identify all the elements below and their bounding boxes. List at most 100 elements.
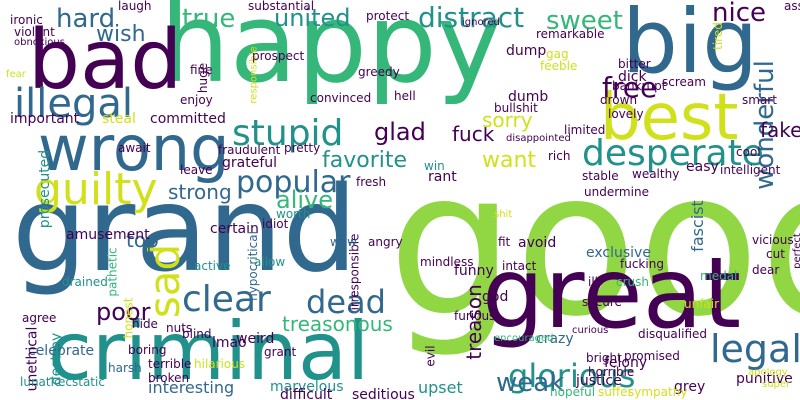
word-treasonous: treasonous xyxy=(282,312,393,336)
word-mindless: mindless xyxy=(420,255,474,269)
word-bullshit: bullshit xyxy=(494,101,538,115)
word-bad: bad xyxy=(28,13,183,108)
word-smart: smart xyxy=(742,93,777,107)
word-fraudulent: fraudulent xyxy=(218,143,281,157)
word-sorry: sorry xyxy=(482,108,533,132)
word-avoid: avoid xyxy=(518,235,557,251)
word-ironic: ironic xyxy=(10,13,43,27)
word-ass: ass xyxy=(784,0,800,13)
word-marvelous: marvelous xyxy=(270,379,344,395)
word-favorite: favorite xyxy=(322,148,408,173)
word-perfect: perfect xyxy=(791,233,800,269)
word-violent: violent xyxy=(14,25,55,39)
word-gag: gag xyxy=(546,47,569,61)
word-poor: poor xyxy=(96,298,151,326)
word-good: good xyxy=(388,128,800,361)
word-stupid: stupid xyxy=(232,113,344,154)
word-prosecuted: prosecuted xyxy=(37,149,54,229)
word-hell: hell xyxy=(394,89,416,103)
word-win: win xyxy=(424,159,445,173)
word-dear: dear xyxy=(752,263,780,277)
word-illegal: illegal xyxy=(14,81,133,127)
word-fake: fake xyxy=(760,118,800,142)
word-popular: popular xyxy=(236,165,351,200)
word-justice: justice xyxy=(576,373,622,389)
word-great: great xyxy=(482,237,742,351)
word-substantial: substantial xyxy=(248,0,315,13)
word-grand: grand xyxy=(12,160,358,298)
word-grey: grey xyxy=(674,379,706,395)
word-god: god xyxy=(482,289,509,305)
word-shit: shit xyxy=(494,209,513,220)
word-lunatic: lunatic xyxy=(20,375,61,389)
word-hilarious: hilarious xyxy=(194,357,246,371)
word-encouraged: encouraged xyxy=(494,333,554,344)
word-wow: wow xyxy=(330,235,357,249)
word-alive: alive xyxy=(276,186,334,214)
word-disqualified: disqualified xyxy=(638,327,708,341)
word-boring: boring xyxy=(128,343,167,357)
word-guilty: guilty xyxy=(34,164,158,215)
word-bright: bright xyxy=(586,351,622,365)
word-easy: easy xyxy=(686,159,719,175)
word-agree: agree xyxy=(22,311,57,325)
word-convinced: convinced xyxy=(310,91,372,105)
word-fucking: fucking xyxy=(620,257,664,271)
word-united: united xyxy=(274,4,351,32)
word-fascist: fascist xyxy=(687,200,707,252)
word-cut: cut xyxy=(766,247,785,261)
word-blind: blind xyxy=(182,327,212,341)
word-strong: strong xyxy=(168,180,232,204)
word-tired: tired xyxy=(710,22,725,50)
word-fine: fine xyxy=(190,63,213,77)
word-certain: certain xyxy=(210,221,259,237)
word-wrong: wrong xyxy=(38,112,230,185)
word-super: super xyxy=(762,379,791,390)
word-evil: evil xyxy=(423,345,438,367)
word-intelligent: intelligent xyxy=(720,163,781,177)
word-prospect: prospect xyxy=(252,49,305,63)
word-ill: ill xyxy=(588,275,599,289)
word-honest: honest xyxy=(121,297,136,339)
word-intact: intact xyxy=(502,259,537,273)
word-amusement: amusement xyxy=(66,227,150,243)
word-punitive: punitive xyxy=(736,371,793,387)
word-crush: crush xyxy=(616,275,649,289)
word-enjoy: enjoy xyxy=(180,93,213,107)
word-hard: hard xyxy=(56,4,116,34)
word-secure: secure xyxy=(582,295,622,309)
word-unfair: unfair xyxy=(684,297,720,311)
word-sweet: sweet xyxy=(546,6,623,36)
word-allow: allow xyxy=(254,255,286,269)
word-limited: limited xyxy=(564,123,606,137)
word-seditious: seditious xyxy=(352,387,415,400)
word-disappointed: disappointed xyxy=(506,133,571,144)
word-active: active xyxy=(194,259,231,273)
word-stable: stable xyxy=(582,169,619,183)
word-funny: funny xyxy=(454,263,494,279)
word-glad: glad xyxy=(374,118,426,146)
word-sympathy: sympathy xyxy=(628,385,688,399)
word-exclusive: exclusive xyxy=(586,245,651,261)
word-best: best xyxy=(600,81,739,155)
word-bankrupt: bankrupt xyxy=(612,79,667,93)
word-protect: protect xyxy=(366,9,410,23)
word-rant: rant xyxy=(428,169,457,185)
word-pathetic: pathetic xyxy=(105,247,120,297)
word-felony: felony xyxy=(604,355,648,371)
word-nuts: nuts xyxy=(166,321,193,335)
word-grant: grant xyxy=(264,345,297,359)
word-upset: upset xyxy=(418,378,463,397)
word-interesting: interesting xyxy=(148,378,235,397)
word-desperate: desperate xyxy=(582,133,764,174)
word-apology: apology xyxy=(748,367,788,378)
word-curious: curious xyxy=(572,325,609,336)
word-important: important xyxy=(10,111,80,127)
word-lmao: lmao xyxy=(212,335,247,351)
word-undermine: undermine xyxy=(584,185,649,199)
word-crazy: crazy xyxy=(536,331,574,347)
word-true: true xyxy=(182,4,236,34)
word-drown: drown xyxy=(600,93,638,107)
word-promised: promised xyxy=(624,349,680,363)
word-horrible: horrible xyxy=(588,365,635,379)
